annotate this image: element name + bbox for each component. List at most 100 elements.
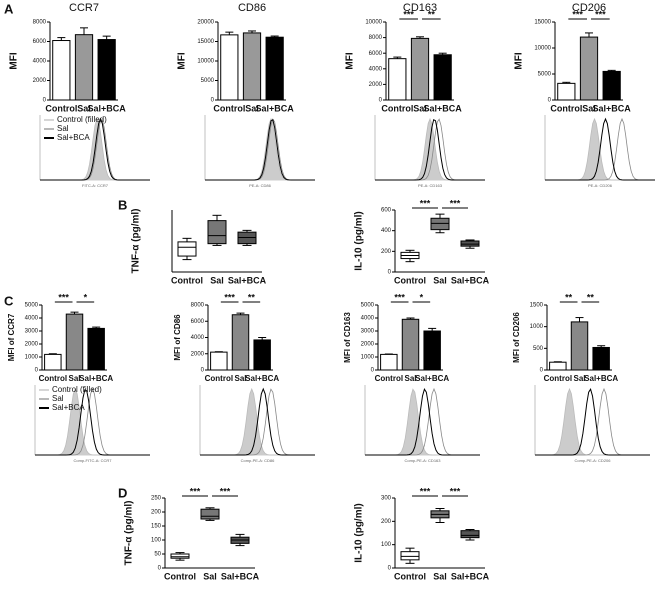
y-tick-label: 15000 xyxy=(197,39,214,45)
legend-label: Sal+BCA xyxy=(52,403,85,412)
x-tick-label: Sal+BCA xyxy=(221,571,260,581)
x-tick-label: Control xyxy=(394,275,426,285)
bar xyxy=(210,351,228,371)
significance-label: *** xyxy=(403,9,414,19)
y-tick-label: 15000 xyxy=(534,20,551,26)
y-tick-label: 6000 xyxy=(369,51,383,57)
x-tick-label: Control xyxy=(39,374,67,383)
chart-title: CD86 xyxy=(238,2,266,14)
box xyxy=(460,530,480,539)
y-tick-label: 0 xyxy=(371,368,375,374)
bar xyxy=(220,34,239,101)
x-tick-label: Sal xyxy=(234,374,246,383)
x-tick-label: Sal xyxy=(210,275,224,285)
x-tick-label: Sal+BCA xyxy=(228,275,267,285)
y-tick-label: 5000 xyxy=(25,303,39,309)
x-tick-label: Sal xyxy=(77,103,91,113)
y-tick-label: 0 xyxy=(388,270,392,276)
bar xyxy=(253,339,271,371)
x-tick-label: Sal xyxy=(245,103,259,113)
significance-label: *** xyxy=(58,292,69,302)
x-tick-label: Control xyxy=(213,103,245,113)
bar xyxy=(65,313,84,371)
bar xyxy=(423,330,441,371)
x-tick-label: Sal+BCA xyxy=(584,374,618,383)
x-tick-label: Control xyxy=(544,374,572,383)
y-axis-label: TNF-α (pg/ml) xyxy=(131,208,142,273)
bar xyxy=(410,37,430,101)
y-tick-label: 200 xyxy=(381,249,392,255)
histogram-curve xyxy=(40,117,150,181)
y-tick-label: 5000 xyxy=(361,303,375,309)
panel-label: B xyxy=(118,197,127,212)
bar xyxy=(74,34,94,101)
y-tick-label: 4000 xyxy=(25,316,39,322)
y-tick-label: 20000 xyxy=(197,20,214,26)
x-tick-label: Control xyxy=(381,103,413,113)
y-tick-label: 0 xyxy=(388,566,392,572)
x-tick-label: Control xyxy=(45,103,77,113)
x-tick-label: Sal xyxy=(582,103,596,113)
significance-label: *** xyxy=(450,486,461,496)
y-tick-label: 10000 xyxy=(365,20,382,26)
bar xyxy=(242,32,262,101)
x-tick-label: Sal xyxy=(573,374,585,383)
y-tick-label: 300 xyxy=(381,496,392,502)
y-tick-label: 0 xyxy=(158,566,162,572)
significance-label: * xyxy=(84,292,88,302)
y-tick-label: 10000 xyxy=(197,59,214,65)
x-tick-label: Control xyxy=(394,571,426,581)
bar xyxy=(380,353,398,371)
hist-x-label: Comp-FITC-A: CCR7 xyxy=(73,458,112,463)
y-tick-label: 10000 xyxy=(534,46,551,52)
x-tick-label: Sal xyxy=(413,103,427,113)
chart-title: CD206 xyxy=(572,2,606,14)
y-tick-label: 0 xyxy=(379,98,383,104)
significance-label: *** xyxy=(572,9,583,19)
histogram-curve xyxy=(205,119,315,181)
hist-x-label: Comp-PE-A: CD86 xyxy=(241,458,276,463)
y-tick-label: 0 xyxy=(211,98,215,104)
box xyxy=(460,240,480,247)
y-tick-label: 2000 xyxy=(191,351,205,357)
y-axis-label: MFI xyxy=(514,52,525,69)
y-tick-label: 250 xyxy=(151,496,162,502)
y-tick-label: 200 xyxy=(151,510,162,516)
significance-label: ** xyxy=(248,292,256,302)
legend-label: Sal xyxy=(57,124,69,133)
x-tick-label: Sal+BCA xyxy=(256,103,295,113)
panel-label: A xyxy=(4,1,14,16)
hist-x-label: PE-A: CD163 xyxy=(418,183,443,188)
legend-label: Control (filled) xyxy=(57,115,107,124)
x-tick-label: Control xyxy=(171,275,203,285)
box xyxy=(200,508,220,520)
panel-label: D xyxy=(118,485,127,500)
hist-x-label: Comp-PE-A: CD163 xyxy=(404,458,441,463)
bar xyxy=(602,70,621,101)
x-tick-label: Sal+BCA xyxy=(424,103,463,113)
x-tick-label: Sal+BCA xyxy=(415,374,449,383)
significance-label: ** xyxy=(587,292,595,302)
y-axis-label: MFI of CD163 xyxy=(343,312,352,363)
y-tick-label: 8000 xyxy=(369,35,383,41)
y-tick-label: 1000 xyxy=(25,355,39,361)
hist-x-label: FITC-A: CCR7 xyxy=(82,183,109,188)
bar xyxy=(401,318,420,371)
bar xyxy=(265,36,284,101)
bar xyxy=(231,314,250,371)
x-tick-label: Sal xyxy=(404,374,416,383)
box xyxy=(400,551,420,561)
bar xyxy=(87,327,105,371)
y-tick-label: 3000 xyxy=(361,329,375,335)
y-tick-label: 500 xyxy=(533,346,544,352)
y-tick-label: 200 xyxy=(381,519,392,525)
y-axis-label: IL-10 (pg/ml) xyxy=(354,211,365,270)
legend-label: Sal xyxy=(52,394,64,403)
x-tick-label: Sal+BCA xyxy=(79,374,113,383)
x-tick-label: Sal+BCA xyxy=(451,275,490,285)
y-tick-label: 2000 xyxy=(33,78,47,84)
y-tick-label: 5000 xyxy=(201,78,215,84)
box xyxy=(207,220,227,245)
histogram-curve xyxy=(375,119,485,181)
